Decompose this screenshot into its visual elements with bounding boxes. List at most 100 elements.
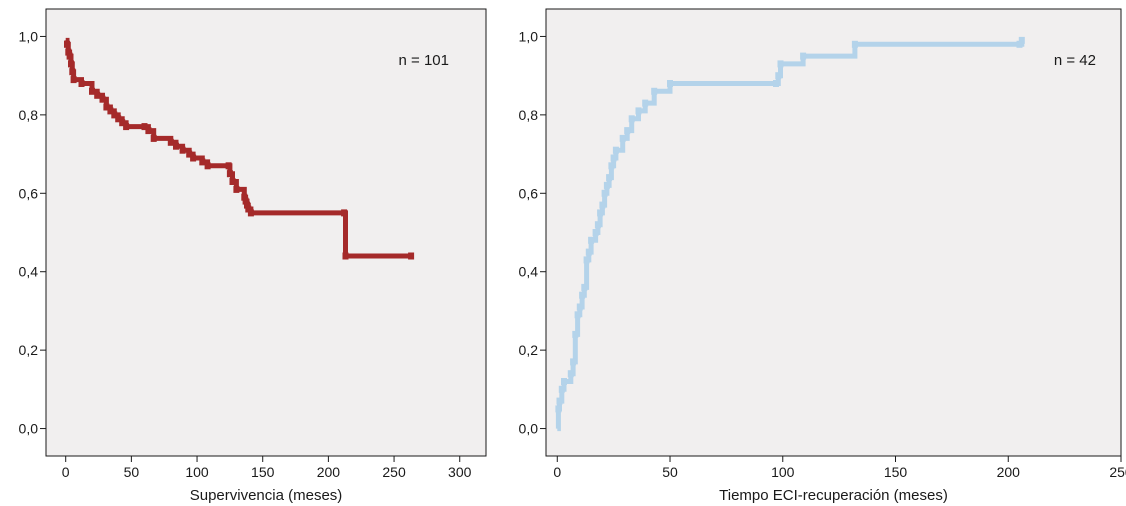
censor-mark — [851, 40, 858, 48]
x-axis-label: Tiempo ECI-recuperación (meses) — [719, 487, 948, 504]
x-tick-label: 250 — [382, 464, 406, 480]
y-tick-label: 0,8 — [19, 107, 39, 123]
censor-mark — [115, 115, 122, 123]
censor-mark — [570, 358, 577, 366]
censor-mark — [608, 162, 615, 170]
censor-mark — [579, 291, 586, 299]
censor-mark — [612, 146, 619, 154]
censor-mark — [111, 111, 118, 119]
y-tick-label: 1,0 — [519, 28, 539, 44]
censor-mark — [555, 405, 562, 413]
x-tick-label: 200 — [997, 464, 1021, 480]
censor-mark — [150, 134, 157, 142]
censor-mark — [241, 193, 248, 201]
censor-mark — [1018, 36, 1025, 44]
censor-mark — [567, 370, 574, 378]
censor-mark — [597, 209, 604, 217]
y-tick-label: 0,4 — [519, 264, 539, 280]
y-tick-label: 0,2 — [19, 342, 39, 358]
censor-mark — [190, 154, 197, 162]
censor-mark — [119, 119, 126, 127]
censor-mark — [65, 48, 72, 56]
censor-mark — [179, 146, 186, 154]
censor-mark — [619, 134, 626, 142]
censor-mark — [341, 209, 348, 217]
censor-mark — [204, 162, 211, 170]
sample-size-annotation: n = 101 — [399, 52, 449, 69]
censor-mark — [556, 397, 563, 405]
censor-mark — [229, 178, 236, 185]
censor-mark — [601, 189, 608, 197]
censor-mark — [1016, 40, 1023, 48]
censor-mark — [89, 87, 95, 95]
censor-mark — [66, 52, 73, 60]
censor-mark — [594, 221, 601, 229]
censor-mark — [610, 154, 617, 162]
x-axis-label: Supervivencia (meses) — [190, 487, 343, 504]
censor-mark — [103, 103, 110, 111]
censor-mark — [64, 40, 70, 48]
censor-mark — [70, 76, 77, 84]
censor-mark — [342, 252, 349, 260]
plot-area — [45, 8, 487, 457]
censor-mark — [572, 330, 579, 338]
censor-mark — [558, 385, 565, 393]
x-tick-label: 50 — [124, 464, 140, 480]
recovery-panel: 0,0 0,2 0,4 0,6 0,8 1,0 0 50 100 150 200 250 Tiempo … — [519, 8, 1126, 504]
censor-mark — [94, 91, 101, 99]
censor-mark — [78, 80, 85, 87]
censor-mark — [145, 127, 152, 135]
y-tick-label: 0,0 — [19, 421, 39, 437]
x-tick-label: 100 — [185, 464, 209, 480]
censor-mark — [69, 68, 76, 76]
censor-mark — [245, 205, 252, 213]
censor-mark — [173, 142, 179, 150]
x-tick-label: 150 — [884, 464, 908, 480]
censor-mark — [561, 378, 567, 385]
censor-mark — [777, 60, 784, 68]
sample-size-annotation: n = 42 — [1054, 52, 1096, 69]
censor-mark — [592, 229, 599, 236]
censor-mark — [107, 107, 114, 115]
censor-mark — [576, 303, 583, 311]
censor-mark — [408, 252, 415, 260]
x-tick-label: 200 — [317, 464, 341, 480]
censor-mark — [585, 248, 592, 256]
x-tick-label: 50 — [662, 464, 678, 480]
censor-mark — [242, 197, 249, 205]
censor-mark — [141, 123, 148, 131]
censor-mark — [599, 201, 606, 209]
y-tick-label: 0,6 — [19, 185, 39, 201]
censor-mark — [603, 181, 610, 189]
censor-mark — [581, 283, 588, 291]
censor-mark — [583, 256, 590, 264]
y-tick-label: 0,6 — [519, 185, 539, 201]
censor-mark — [247, 209, 254, 217]
censor-mark — [651, 87, 658, 95]
censor-mark — [225, 162, 232, 170]
x-tick-label: 0 — [62, 464, 70, 480]
censor-mark — [667, 80, 673, 87]
censor-mark — [635, 107, 642, 115]
y-tick-label: 0,0 — [519, 421, 539, 437]
x-tick-label: 0 — [553, 464, 561, 480]
x-tick-label: 150 — [251, 464, 275, 480]
censor-mark — [773, 80, 779, 87]
censor-mark — [99, 95, 106, 103]
censor-mark — [574, 311, 581, 319]
censor-mark — [167, 138, 174, 146]
censor-mark — [606, 174, 613, 182]
y-tick-label: 0,2 — [519, 342, 539, 358]
censor-mark — [226, 170, 233, 178]
censor-mark — [800, 52, 807, 60]
y-tick-label: 1,0 — [19, 28, 39, 44]
x-tick-label: 300 — [448, 464, 472, 480]
y-tick-label: 0,8 — [519, 107, 539, 123]
censor-mark — [199, 158, 206, 166]
censor-mark — [588, 236, 595, 244]
censor-mark — [624, 127, 631, 135]
censor-mark — [233, 185, 240, 193]
censor-mark — [775, 72, 782, 80]
y-tick-label: 0,4 — [19, 264, 39, 280]
